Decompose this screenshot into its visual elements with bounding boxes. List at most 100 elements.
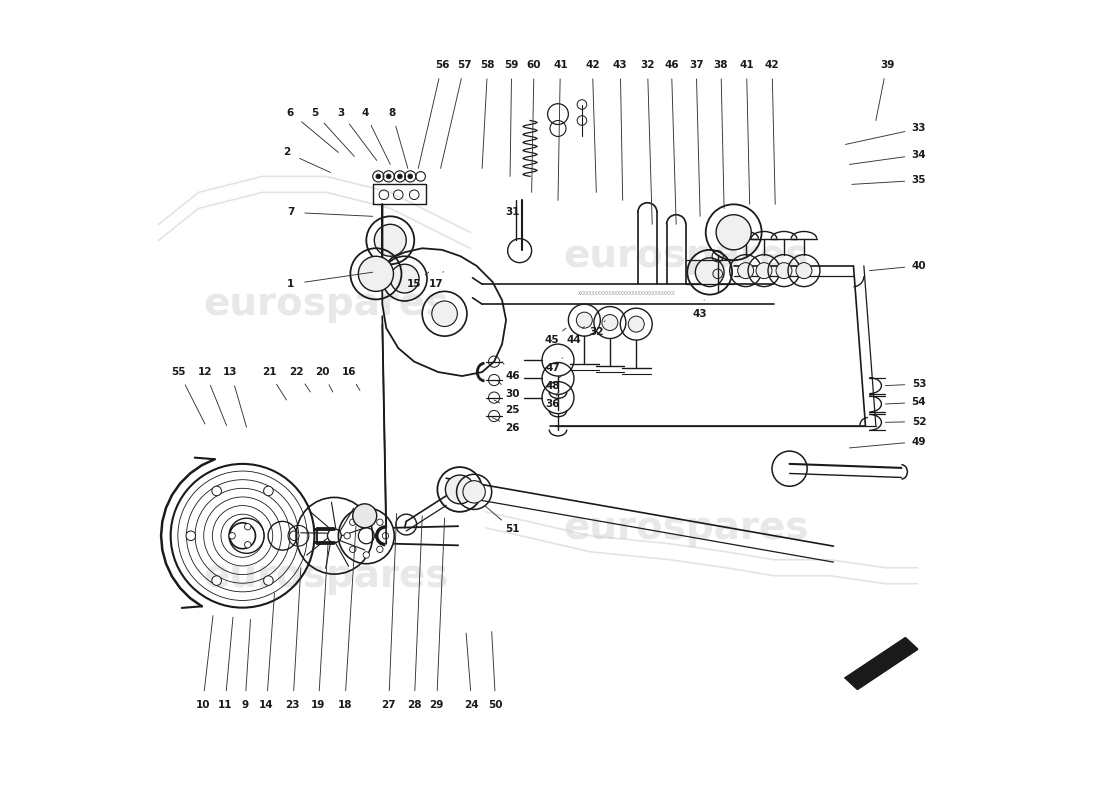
- Text: 43: 43: [693, 309, 707, 318]
- Circle shape: [756, 262, 772, 278]
- Text: 12: 12: [198, 367, 212, 377]
- Text: 50: 50: [488, 700, 503, 710]
- Circle shape: [432, 301, 458, 326]
- Text: 33: 33: [912, 123, 926, 134]
- Circle shape: [376, 546, 383, 553]
- Circle shape: [776, 262, 792, 278]
- Text: 45: 45: [544, 335, 559, 345]
- Text: 60: 60: [527, 59, 541, 70]
- Text: 3: 3: [337, 107, 344, 118]
- Text: 22: 22: [289, 367, 304, 377]
- Text: 51: 51: [505, 524, 519, 534]
- Text: 32: 32: [640, 59, 654, 70]
- Circle shape: [212, 486, 221, 496]
- Text: 17: 17: [429, 279, 444, 290]
- Circle shape: [186, 531, 196, 541]
- Text: 23: 23: [286, 700, 300, 710]
- Text: 28: 28: [407, 700, 421, 710]
- Circle shape: [408, 174, 412, 178]
- Circle shape: [397, 174, 403, 178]
- Circle shape: [383, 533, 388, 539]
- Text: 21: 21: [262, 367, 276, 377]
- Text: 16: 16: [341, 367, 356, 377]
- Text: 36: 36: [546, 399, 560, 409]
- Circle shape: [359, 256, 394, 291]
- Text: 26: 26: [505, 423, 519, 433]
- Circle shape: [463, 481, 485, 503]
- Text: 25: 25: [505, 405, 519, 414]
- Text: 9: 9: [241, 700, 249, 710]
- Text: 24: 24: [464, 700, 478, 710]
- Text: 20: 20: [315, 367, 330, 377]
- Text: 8: 8: [388, 107, 396, 118]
- Circle shape: [716, 214, 751, 250]
- Text: 42: 42: [764, 59, 779, 70]
- Circle shape: [363, 552, 370, 558]
- Text: 57: 57: [458, 59, 472, 70]
- Text: 18: 18: [338, 700, 352, 710]
- Text: 52: 52: [912, 417, 926, 426]
- Text: 29: 29: [429, 700, 443, 710]
- Circle shape: [344, 533, 350, 539]
- Circle shape: [376, 174, 381, 178]
- Polygon shape: [846, 638, 917, 689]
- Circle shape: [695, 258, 724, 286]
- Circle shape: [576, 312, 592, 328]
- Text: 13: 13: [223, 367, 238, 377]
- Text: 53: 53: [912, 379, 926, 389]
- Text: 42: 42: [585, 59, 600, 70]
- Circle shape: [602, 314, 618, 330]
- Circle shape: [350, 519, 356, 526]
- Circle shape: [212, 576, 221, 586]
- Circle shape: [244, 523, 251, 530]
- Text: 19: 19: [311, 700, 326, 710]
- Circle shape: [353, 504, 376, 528]
- Text: XXXXXXXXXXXXXXXXXXXXXXXXXXXXXXXXXX: XXXXXXXXXXXXXXXXXXXXXXXXXXXXXXXXXX: [578, 291, 675, 296]
- Text: 14: 14: [260, 700, 274, 710]
- Circle shape: [229, 533, 235, 539]
- Circle shape: [738, 262, 754, 278]
- Circle shape: [628, 316, 645, 332]
- Text: eurospares: eurospares: [204, 557, 449, 594]
- Text: 2: 2: [283, 147, 290, 158]
- Text: 54: 54: [912, 398, 926, 407]
- Text: 35: 35: [912, 175, 926, 186]
- Text: 41: 41: [553, 59, 568, 70]
- Text: 41: 41: [739, 59, 754, 70]
- Text: 4: 4: [361, 107, 368, 118]
- Circle shape: [374, 224, 406, 256]
- Text: 32: 32: [590, 327, 604, 337]
- Circle shape: [390, 264, 419, 293]
- Text: eurospares: eurospares: [563, 509, 808, 546]
- Circle shape: [350, 546, 356, 553]
- Text: 11: 11: [218, 700, 232, 710]
- Text: 15: 15: [407, 279, 421, 290]
- Text: eurospares: eurospares: [204, 285, 449, 323]
- Text: 55: 55: [172, 367, 186, 377]
- Text: 7: 7: [287, 207, 294, 218]
- Text: 6: 6: [287, 107, 294, 118]
- Text: 30: 30: [505, 389, 519, 398]
- Text: 37: 37: [689, 59, 704, 70]
- Text: 10: 10: [196, 700, 210, 710]
- Text: 40: 40: [912, 261, 926, 271]
- Circle shape: [289, 531, 299, 541]
- Circle shape: [376, 519, 383, 526]
- Text: 1: 1: [287, 279, 294, 290]
- Circle shape: [386, 174, 392, 178]
- Text: 31: 31: [505, 207, 519, 218]
- Text: 44: 44: [566, 335, 581, 345]
- Text: 38: 38: [714, 59, 728, 70]
- Text: 48: 48: [546, 381, 560, 390]
- Text: 43: 43: [613, 59, 628, 70]
- Text: 34: 34: [912, 150, 926, 160]
- Text: eurospares: eurospares: [563, 238, 808, 275]
- Text: 47: 47: [544, 363, 560, 373]
- Text: 46: 46: [664, 59, 679, 70]
- Text: 58: 58: [481, 59, 495, 70]
- Text: 27: 27: [382, 700, 396, 710]
- Text: 49: 49: [912, 437, 926, 446]
- Circle shape: [796, 262, 812, 278]
- Text: 59: 59: [505, 59, 519, 70]
- Circle shape: [446, 475, 474, 504]
